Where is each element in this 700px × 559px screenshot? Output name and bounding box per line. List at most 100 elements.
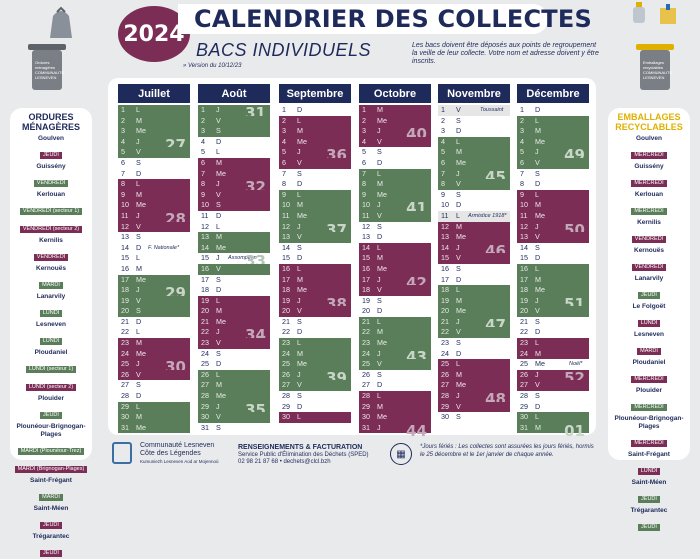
day-letter: D	[297, 179, 303, 189]
day-number: 7	[441, 168, 445, 178]
collection-day-badge: MERCREDI	[631, 208, 667, 215]
day-number: 22	[441, 327, 449, 337]
day-letter: M	[297, 200, 303, 210]
day-letter: J	[456, 242, 460, 252]
day-row: 12 L	[198, 221, 270, 233]
month-header: Octobre	[359, 84, 431, 103]
day-number: 14	[520, 242, 528, 252]
day-row: 13 Me	[438, 232, 510, 243]
commune-entry: Plouider JEUDI	[10, 395, 92, 421]
day-letter: Me	[136, 422, 146, 432]
day-number: 11	[282, 210, 290, 220]
day-number: 27	[362, 380, 370, 390]
day-row: 20 M	[198, 306, 270, 317]
day-letter: L	[377, 316, 381, 326]
day-letter: J	[456, 391, 460, 401]
day-letter: Me	[136, 200, 146, 210]
day-letter: Me	[136, 126, 146, 136]
day-row: 23 L	[517, 338, 589, 349]
day-number: 9	[121, 189, 125, 199]
collection-day-badge: VENDREDI	[33, 254, 69, 261]
day-row: 31 M 01	[517, 422, 589, 439]
info-phone-email: 02 98 21 87 68 • dechets@clcl.bzh	[238, 459, 331, 465]
day-row: 21 S	[517, 316, 589, 328]
carton-icon	[658, 4, 680, 26]
day-letter: D	[377, 157, 383, 167]
day-number: 12	[282, 221, 290, 231]
day-letter: J	[297, 221, 301, 231]
day-number: 7	[520, 168, 524, 178]
day-number: 27	[520, 380, 528, 390]
day-letter: J	[216, 179, 220, 189]
day-letter: V	[216, 412, 221, 422]
day-letter: V	[456, 105, 461, 114]
day-number: 13	[282, 232, 290, 242]
day-number: 10	[121, 200, 129, 210]
day-letter: J	[535, 221, 539, 231]
day-number: 21	[121, 316, 129, 326]
day-number: 3	[441, 126, 445, 136]
day-number: 31	[201, 422, 209, 432]
day-row: 24 M	[517, 348, 589, 360]
day-number: 18	[282, 285, 290, 295]
day-letter: J	[297, 147, 301, 157]
day-number: 14	[121, 242, 129, 252]
commune-name: Kernouës	[634, 247, 664, 254]
day-number: 20	[282, 306, 290, 316]
day-number: 16	[282, 263, 290, 273]
day-letter: Me	[216, 316, 226, 326]
day-row: 14 D F. Nationale*	[118, 242, 190, 254]
day-letter: L	[136, 105, 140, 114]
day-number: 24	[362, 348, 370, 358]
day-letter: S	[216, 200, 221, 210]
commune-entry: Saint-Frégant LUNDI	[608, 451, 690, 477]
day-number: 3	[201, 126, 205, 136]
day-row: 14 L	[359, 242, 431, 254]
day-number: 20	[441, 306, 449, 316]
day-letter: Me	[136, 348, 146, 358]
day-letter: L	[136, 327, 140, 337]
month-column-4: Novembre 1 V Toussaint 2 S 3 D 4 L 5 M 6 Me 7 J 45 8 V 9 S 10…	[438, 84, 510, 423]
day-letter: J	[377, 348, 381, 358]
day-letter: Me	[377, 189, 387, 199]
day-row: 20 Me	[438, 306, 510, 317]
day-number: 22	[201, 327, 209, 337]
day-letter: D	[456, 274, 462, 284]
day-number: 19	[362, 295, 370, 305]
day-letter: M	[136, 263, 142, 273]
collection-day-badge: JEUDI	[40, 152, 62, 159]
day-number: 14	[441, 242, 449, 252]
collection-day-badge: VENDREDI	[33, 180, 69, 187]
day-letter: J	[216, 401, 220, 411]
commune-name: Goulven	[37, 135, 64, 142]
day-number: 6	[201, 157, 205, 167]
day-letter: M	[297, 348, 303, 358]
day-letter: J	[377, 274, 381, 284]
day-number: 19	[441, 295, 449, 305]
day-number: 2	[282, 115, 286, 125]
day-number: 21	[201, 316, 209, 326]
day-row: 14 S	[517, 242, 589, 254]
day-number: 3	[362, 126, 366, 136]
day-row: 27 V	[279, 380, 351, 392]
day-number: 20	[520, 306, 528, 316]
day-number: 30	[282, 412, 290, 422]
day-row: 19 M	[438, 295, 510, 307]
day-number: 19	[121, 295, 129, 305]
day-letter: M	[456, 295, 462, 305]
commune-name: Kernouës	[36, 265, 66, 272]
day-number: 4	[282, 136, 286, 146]
day-number: 9	[362, 189, 366, 199]
day-letter: Me	[216, 242, 226, 252]
day-number: 31	[362, 422, 370, 432]
day-row: 14 S	[279, 242, 351, 254]
org-name: Communauté Lesneven Côte des Légendes Ku…	[140, 442, 219, 466]
day-letter: D	[377, 232, 383, 242]
day-row: 19 V	[118, 295, 190, 307]
day-number: 13	[441, 232, 449, 242]
day-number: 26	[441, 369, 449, 379]
